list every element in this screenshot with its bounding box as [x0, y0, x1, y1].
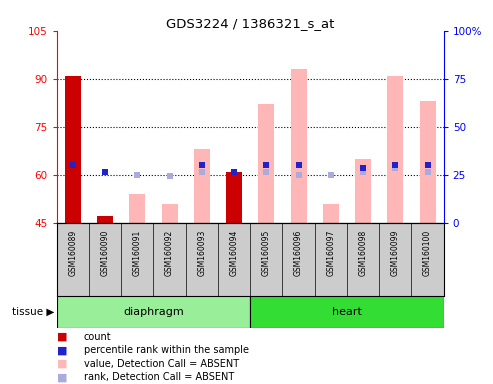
Text: percentile rank within the sample: percentile rank within the sample [84, 345, 249, 356]
Text: GSM160098: GSM160098 [358, 230, 368, 276]
Text: value, Detection Call = ABSENT: value, Detection Call = ABSENT [84, 359, 239, 369]
Text: ■: ■ [57, 332, 67, 342]
Text: heart: heart [332, 307, 362, 317]
Bar [420, 101, 436, 223]
Bar [57, 296, 250, 328]
Text: ■: ■ [57, 372, 67, 382]
Text: GSM160092: GSM160092 [165, 230, 174, 276]
Text: GSM160089: GSM160089 [69, 230, 77, 276]
Text: rank, Detection Call = ABSENT: rank, Detection Call = ABSENT [84, 372, 234, 382]
Title: GDS3224 / 1386321_s_at: GDS3224 / 1386321_s_at [166, 17, 334, 30]
Bar [162, 204, 177, 223]
Bar [323, 204, 339, 223]
Text: GSM160096: GSM160096 [294, 230, 303, 276]
Text: GSM160100: GSM160100 [423, 230, 432, 276]
Text: GSM160091: GSM160091 [133, 230, 142, 276]
Bar [290, 69, 307, 223]
Bar [97, 216, 113, 223]
Bar [258, 104, 275, 223]
Text: GSM160090: GSM160090 [101, 230, 109, 276]
Text: ■: ■ [57, 345, 67, 356]
Bar [250, 296, 444, 328]
Bar [226, 172, 242, 223]
Bar [65, 76, 81, 223]
Bar [387, 76, 403, 223]
Bar [194, 149, 210, 223]
Text: ■: ■ [57, 359, 67, 369]
Text: GSM160093: GSM160093 [197, 230, 207, 276]
Text: GSM160099: GSM160099 [391, 230, 400, 276]
Bar [129, 194, 145, 223]
Bar [355, 159, 371, 223]
Text: count: count [84, 332, 111, 342]
Text: GSM160097: GSM160097 [326, 230, 335, 276]
Text: diaphragm: diaphragm [123, 307, 184, 317]
Text: GSM160094: GSM160094 [230, 230, 239, 276]
Text: GSM160095: GSM160095 [262, 230, 271, 276]
Text: tissue ▶: tissue ▶ [12, 307, 54, 317]
